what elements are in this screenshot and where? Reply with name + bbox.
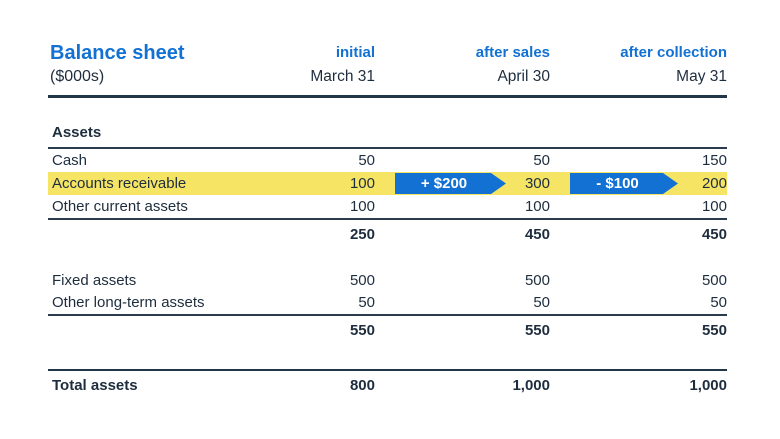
page-title: Balance sheet [50, 42, 185, 64]
column-date: April 30 [497, 68, 550, 85]
sheet-header: Balance sheet ($000s) initial March 31 a… [48, 36, 727, 98]
cell-value: 50 [358, 152, 375, 169]
column-label: after sales [475, 44, 550, 61]
table-row-cash: Cash 50 50 150 [48, 149, 727, 172]
subtotal-value: 250 [349, 226, 375, 243]
cell-value: 100 [349, 175, 375, 192]
row-label: Other current assets [52, 198, 188, 215]
total-assets-block: Total assets 800 1,000 1,000 [48, 369, 727, 399]
column-header-after-sales: after sales April 30 [375, 40, 550, 88]
section-header-assets: Assets [48, 118, 727, 149]
cell-value: 500 [701, 272, 727, 289]
cell-value: 100 [701, 198, 727, 215]
cell-value: 50 [358, 294, 375, 311]
column-label: initial [335, 44, 375, 61]
row-label: Other long-term assets [52, 294, 205, 311]
current-assets-rows: Cash 50 50 150 Accounts receivable 100 3… [48, 149, 727, 220]
column-date: May 31 [676, 68, 727, 85]
cell-value: 500 [524, 272, 550, 289]
total-value: 800 [349, 377, 375, 394]
row-label [48, 220, 268, 250]
column-header-after-collection: after collection May 31 [550, 40, 727, 88]
current-assets-block: Cash 50 50 150 Accounts receivable 100 3… [48, 149, 727, 250]
cell-value: 100 [524, 198, 550, 215]
row-label: Accounts receivable [52, 175, 187, 192]
table-row-other-current-assets: Other current assets 100 100 100 [48, 195, 727, 218]
row-label [48, 316, 268, 346]
longterm-assets-block: Fixed assets 500 500 500 Other long-term… [48, 270, 727, 346]
cell-value: 100 [349, 198, 375, 215]
column-date: March 31 [310, 68, 375, 85]
subtotal-value: 450 [701, 226, 727, 243]
subtotal-value: 450 [524, 226, 550, 243]
total-value: 1,000 [689, 377, 727, 394]
title-block: Balance sheet ($000s) [48, 40, 268, 88]
table-row-other-longterm-assets: Other long-term assets 50 50 50 [48, 292, 727, 314]
subtotal-value: 550 [701, 322, 727, 339]
cell-value: 300 [524, 175, 550, 192]
subtotal-value: 550 [349, 322, 375, 339]
longterm-assets-rows: Fixed assets 500 500 500 Other long-term… [48, 270, 727, 316]
column-label: after collection [620, 44, 727, 61]
subtotal-value: 550 [524, 322, 550, 339]
table-row-accounts-receivable: Accounts receivable 100 300 200 + $200 -… [48, 172, 727, 195]
decrease-arrow-badge: - $100 [570, 173, 678, 194]
cell-value: 500 [349, 272, 375, 289]
units-label: ($000s) [50, 68, 105, 85]
decrease-arrow-label: - $100 [596, 175, 639, 192]
cell-value: 50 [533, 294, 550, 311]
column-header-initial: initial March 31 [268, 40, 375, 88]
row-label: Fixed assets [52, 272, 137, 289]
table-row-total-assets: Total assets 800 1,000 1,000 [48, 371, 727, 399]
cell-value: 150 [701, 152, 727, 169]
row-label: Total assets [52, 377, 138, 394]
row-label: Cash [52, 152, 88, 169]
cell-value: 50 [710, 294, 727, 311]
cell-value: 200 [701, 175, 727, 192]
total-value: 1,000 [512, 377, 550, 394]
current-assets-subtotal-row: 250 450 450 [48, 220, 727, 250]
table-row-fixed-assets: Fixed assets 500 500 500 [48, 270, 727, 292]
longterm-assets-subtotal-row: 550 550 550 [48, 316, 727, 346]
section-label: Assets [52, 124, 102, 141]
increase-arrow-badge: + $200 [395, 173, 506, 194]
increase-arrow-label: + $200 [420, 175, 468, 192]
cell-value: 50 [533, 152, 550, 169]
